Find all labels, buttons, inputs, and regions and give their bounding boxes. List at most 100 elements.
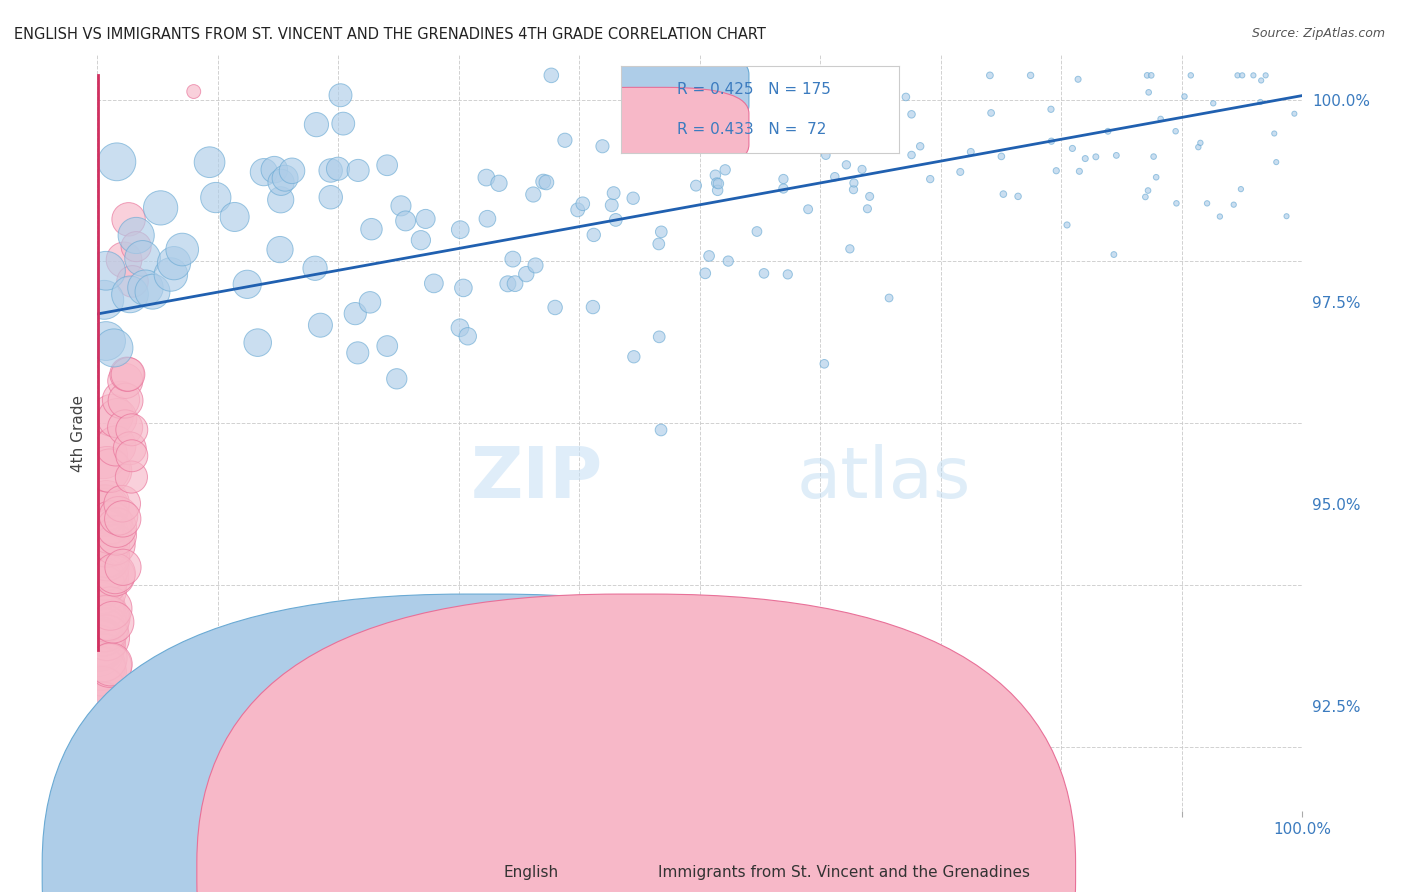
Point xyxy=(274,171,297,186)
Point xyxy=(98,601,121,615)
Point xyxy=(111,497,134,511)
Point xyxy=(844,138,866,153)
Point xyxy=(121,274,143,288)
Point xyxy=(477,211,499,226)
Point xyxy=(842,183,865,197)
Text: English: English xyxy=(503,865,558,880)
Point xyxy=(100,657,122,672)
Point xyxy=(270,193,292,207)
Point xyxy=(824,169,846,184)
Point xyxy=(89,637,111,651)
Point xyxy=(409,233,432,247)
Point xyxy=(1187,140,1209,154)
Point xyxy=(94,525,117,540)
Point xyxy=(949,165,972,179)
Point xyxy=(246,335,269,350)
Point xyxy=(117,368,139,382)
Point xyxy=(1062,141,1084,155)
Point xyxy=(105,528,128,542)
Point xyxy=(524,259,547,273)
Point xyxy=(980,106,1002,120)
Point xyxy=(98,464,121,478)
Point xyxy=(253,165,276,179)
Point xyxy=(990,149,1012,163)
Point xyxy=(87,519,110,533)
Point xyxy=(522,187,544,202)
Point xyxy=(1067,72,1090,87)
Point xyxy=(685,178,707,193)
Point xyxy=(91,699,114,714)
Point xyxy=(496,277,519,291)
Point xyxy=(89,639,111,653)
Point xyxy=(94,621,117,635)
Point xyxy=(1189,136,1212,150)
Point xyxy=(90,608,112,623)
Point xyxy=(105,521,128,535)
Point xyxy=(344,307,367,321)
Point xyxy=(110,392,132,407)
Point xyxy=(1144,170,1167,185)
Point xyxy=(856,202,879,216)
Point xyxy=(100,516,122,530)
Point xyxy=(96,631,118,645)
Point xyxy=(449,222,471,236)
Point xyxy=(309,318,332,333)
Point xyxy=(134,281,156,295)
Point xyxy=(1084,150,1107,164)
Point xyxy=(704,168,727,182)
Point xyxy=(111,512,134,526)
Point xyxy=(835,158,858,172)
Point xyxy=(979,68,1001,82)
Point xyxy=(1142,150,1164,164)
Point xyxy=(94,334,117,348)
Point xyxy=(1039,103,1062,117)
Point xyxy=(394,214,416,228)
Point xyxy=(1135,190,1157,204)
Point xyxy=(172,243,194,257)
Point xyxy=(90,665,112,679)
Point xyxy=(183,85,205,99)
Point xyxy=(600,198,623,212)
Point xyxy=(332,117,354,131)
Point xyxy=(617,106,640,120)
Point xyxy=(1007,189,1029,203)
Point xyxy=(385,372,408,386)
Point xyxy=(1263,127,1285,141)
Point xyxy=(449,320,471,334)
Point xyxy=(797,68,820,82)
Point xyxy=(650,225,672,239)
Point xyxy=(1164,124,1187,138)
Point xyxy=(96,496,118,510)
Point xyxy=(160,268,183,282)
Point xyxy=(98,658,121,673)
Point xyxy=(1137,86,1160,100)
Point xyxy=(1275,209,1298,223)
Point xyxy=(1209,210,1232,224)
Point xyxy=(104,566,127,581)
Point xyxy=(536,175,558,189)
Point xyxy=(453,281,475,295)
Point xyxy=(87,699,110,714)
Point xyxy=(114,374,136,388)
Point xyxy=(1097,124,1119,138)
Point xyxy=(114,393,136,408)
Point xyxy=(900,107,922,121)
Point xyxy=(281,163,304,178)
Point xyxy=(772,172,794,186)
Text: Immigrants from St. Vincent and the Grenadines: Immigrants from St. Vincent and the Gren… xyxy=(658,865,1031,880)
Point xyxy=(776,268,799,282)
Point xyxy=(571,196,593,211)
Point xyxy=(488,176,510,190)
Point xyxy=(96,611,118,625)
Point xyxy=(270,175,292,189)
Point xyxy=(198,155,221,169)
Point xyxy=(96,551,118,566)
Point xyxy=(664,87,686,102)
Point xyxy=(1254,68,1277,82)
Point xyxy=(853,68,876,82)
Point xyxy=(89,599,111,614)
Point xyxy=(1173,89,1195,103)
Point xyxy=(803,112,825,126)
Point xyxy=(1265,155,1288,169)
Point xyxy=(90,658,112,673)
